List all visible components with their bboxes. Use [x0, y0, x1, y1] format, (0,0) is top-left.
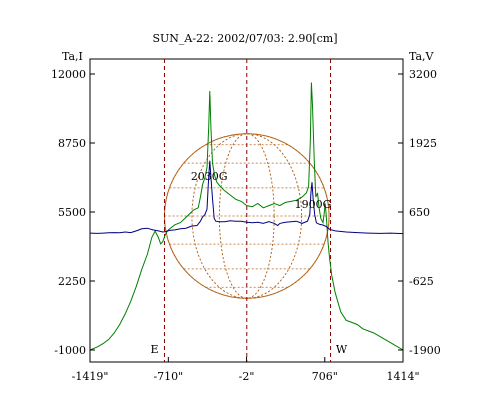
- right-tick-label: 1925: [409, 137, 437, 150]
- x-tick-label: -2": [239, 370, 255, 383]
- right-tick-label: -625: [409, 275, 434, 288]
- annotation-label: 1900G: [295, 198, 332, 211]
- left-tick-label: 8750: [58, 137, 86, 150]
- chart-marks: [89, 59, 404, 362]
- x-tick-label: 706": [312, 370, 338, 383]
- limb-label-east: E: [150, 343, 158, 356]
- chart-labels: 12000 8750 5500 2250 -1000 3200 1925 650 -625 -19…: [51, 68, 441, 383]
- right-tick-label: 3200: [409, 68, 437, 81]
- right-tick-label: -1900: [409, 344, 441, 357]
- annotation-label: 2030G: [191, 170, 228, 183]
- x-tick-label: -1419": [72, 370, 109, 383]
- left-tick-label: -1000: [54, 344, 86, 357]
- left-tick-label: 12000: [51, 68, 86, 81]
- x-tick-label: -710": [153, 370, 183, 383]
- right-tick-label: 650: [409, 206, 430, 219]
- limb-label-west: W: [336, 343, 348, 356]
- right-axis-label: Ta,V: [409, 50, 435, 63]
- left-tick-label: 5500: [58, 206, 86, 219]
- polarization-line: [89, 160, 404, 235]
- intensity-line: [89, 82, 404, 351]
- x-tick-label: 1414": [386, 370, 419, 383]
- left-axis-label: Ta,I: [62, 50, 83, 63]
- chart-title: SUN_A-22: 2002/07/03: 2.90[cm]: [152, 32, 337, 45]
- left-tick-label: 2250: [58, 275, 86, 288]
